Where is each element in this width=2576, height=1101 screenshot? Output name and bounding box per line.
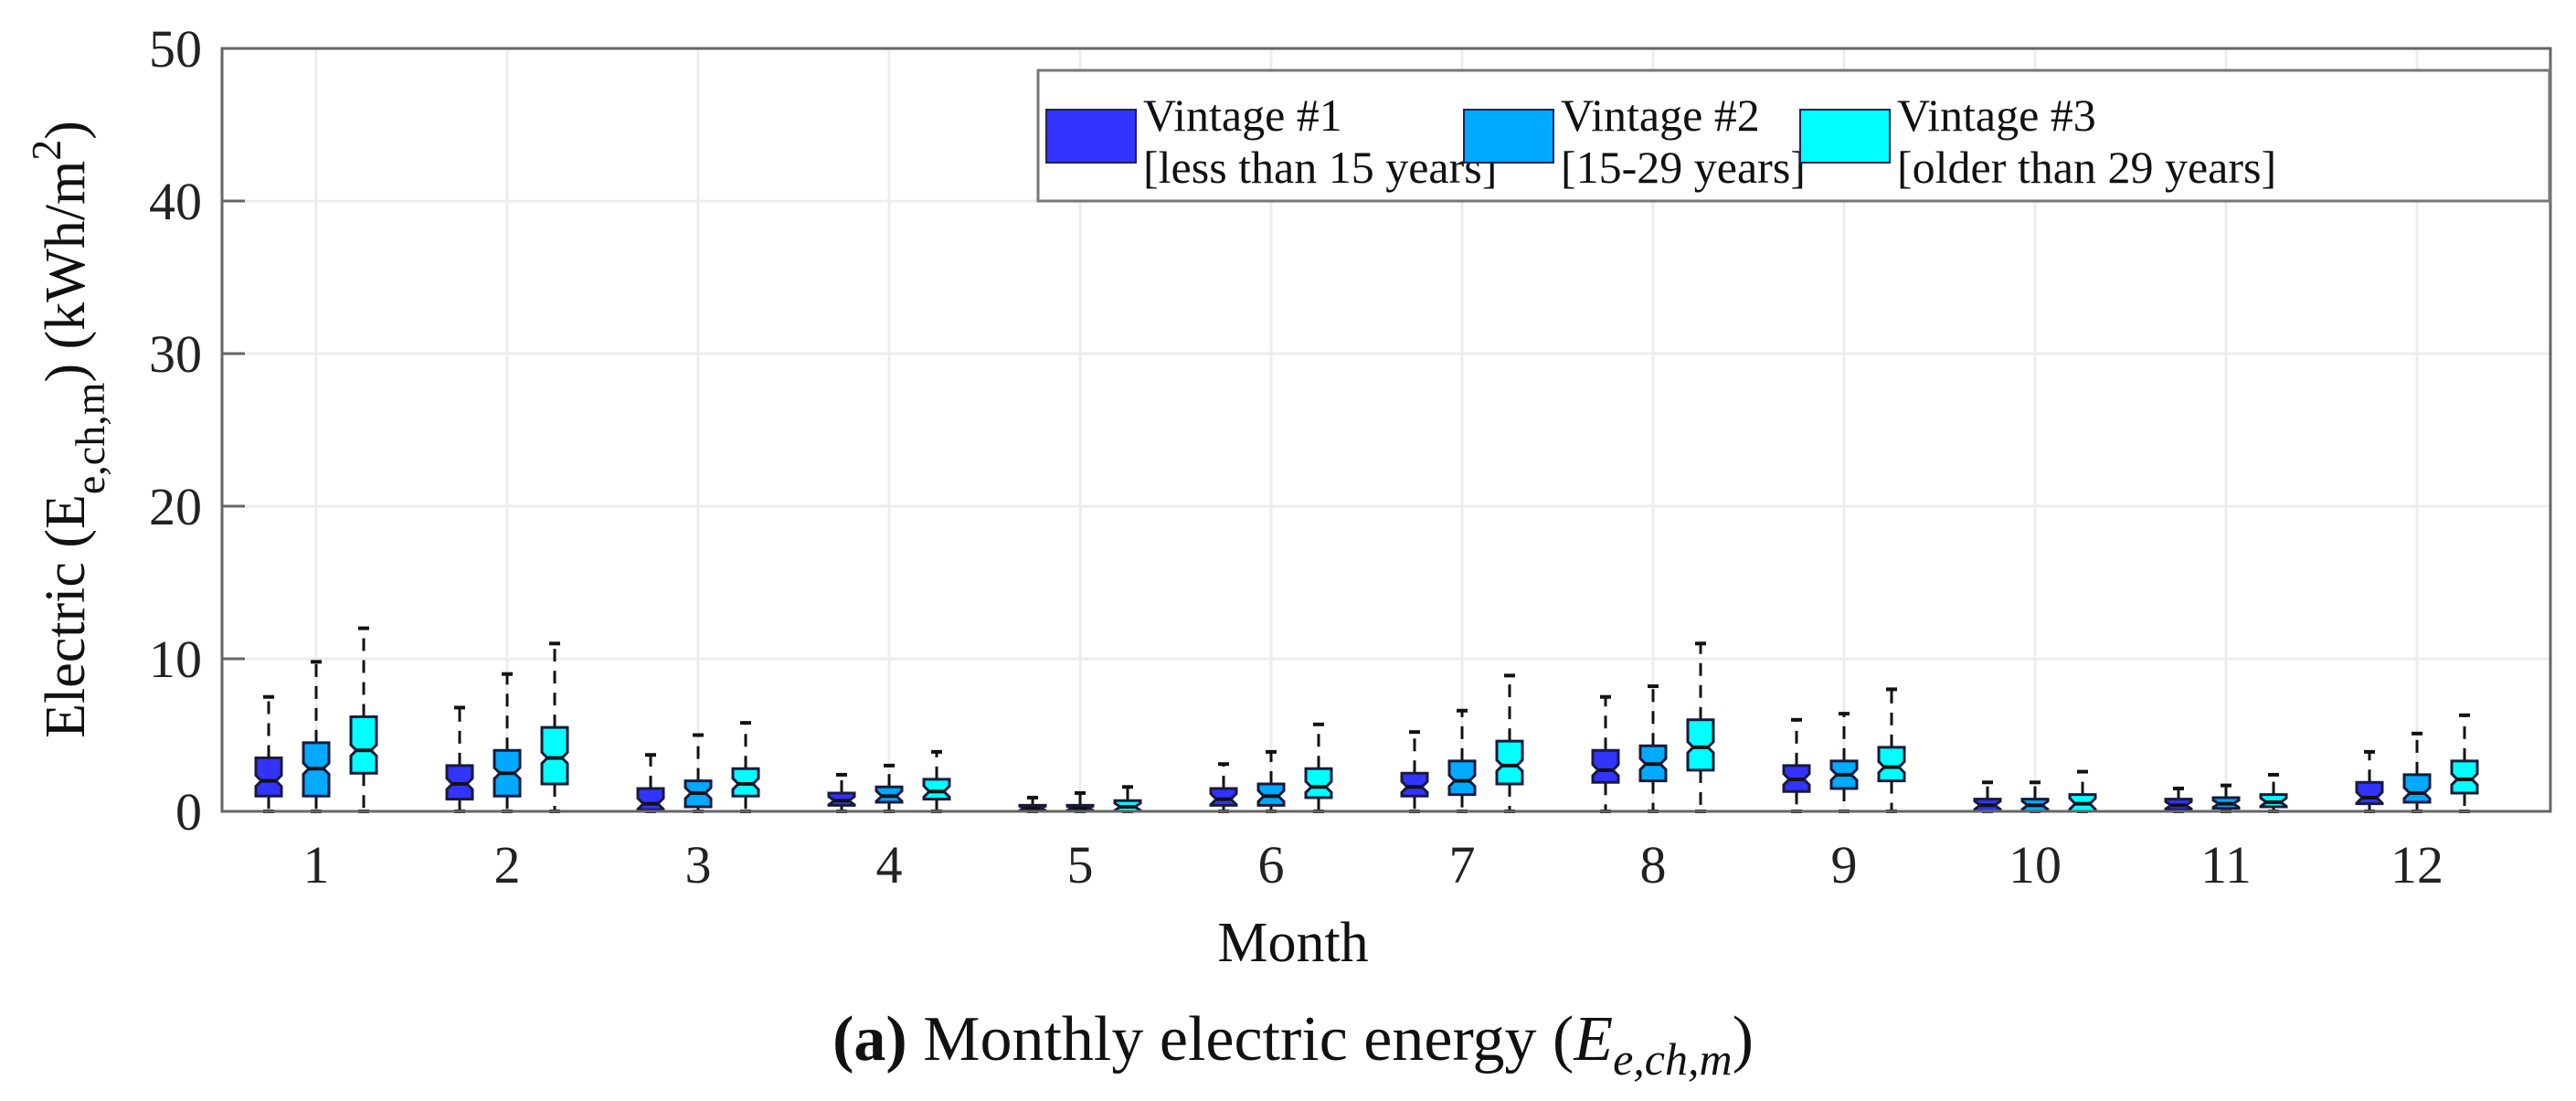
x-tick-label: 10 — [2009, 835, 2062, 895]
box-body — [1877, 746, 1906, 783]
x-tick-label: 9 — [1831, 835, 1858, 895]
y-label-superscript: 2 — [23, 140, 69, 161]
box-body — [2355, 780, 2384, 806]
y-label-middle: ) (kWh/m — [35, 161, 97, 383]
y-label-suffix: ) — [35, 121, 97, 140]
box-body — [254, 757, 283, 798]
y-tick-label: 0 — [175, 782, 202, 842]
y-tick-labels: 0 10 20 30 40 50 — [149, 19, 202, 842]
box-body — [1304, 767, 1333, 799]
legend-swatch-2 — [1463, 109, 1554, 164]
box-body — [1495, 739, 1524, 786]
box-vintage-1-month-2 — [445, 705, 474, 813]
box-vintage-2-month-7 — [1447, 708, 1477, 813]
y-label-prefix: Electric (E — [35, 494, 97, 738]
plot-frame — [220, 47, 2552, 813]
box-body — [1209, 787, 1238, 807]
x-tick-label: 11 — [2200, 835, 2252, 895]
box-vintage-2-month-1 — [302, 660, 331, 813]
legend-sublabel-3: [older than 29 years] — [1897, 142, 2276, 193]
box-body — [2450, 759, 2479, 795]
box-body — [349, 715, 378, 775]
box-body — [1400, 771, 1429, 798]
x-tick-label: 1 — [303, 835, 330, 895]
caption-symbol: E — [1573, 1004, 1613, 1075]
box-body — [1591, 748, 1620, 784]
legend: Vintage #1[less than 15 years] Vintage #2… — [1036, 69, 2551, 203]
legend-label-3: Vintage #3 — [1897, 90, 2096, 141]
legend-label-1: Vintage #1 — [1143, 90, 1342, 141]
x-tick-label: 3 — [685, 835, 712, 895]
box-vintage-1-month-3 — [636, 753, 665, 813]
box-vintage-1-month-9 — [1782, 717, 1811, 813]
figure-caption: (a) Monthly electric energy (Ee,ch,m) — [832, 1004, 1754, 1085]
y-tick-label: 30 — [149, 324, 202, 384]
box-vintage-2-month-12 — [2402, 731, 2432, 813]
y-tick-label: 10 — [149, 630, 202, 689]
legend-sublabel-1: [less than 15 years] — [1143, 142, 1497, 193]
y-tick-label: 50 — [149, 19, 202, 79]
y-label-subscript: e,ch,m — [67, 382, 113, 494]
box-body — [636, 787, 665, 811]
box-vintage-1-month-8 — [1591, 694, 1620, 813]
box-vintage-2-month-2 — [493, 672, 522, 813]
box-vintage-3-month-1 — [349, 626, 378, 813]
x-tick-label: 5 — [1067, 835, 1094, 895]
box-vintage-2-month-4 — [875, 763, 904, 813]
caption-text: Monthly electric energy ( — [907, 1004, 1574, 1075]
x-tick-label: 2 — [494, 835, 521, 895]
legend-swatch-1 — [1045, 109, 1137, 164]
box-body — [922, 778, 951, 801]
x-tick-labels: 1 2 3 4 5 6 7 8 9 10 11 12 — [303, 835, 2444, 895]
x-tick-label: 4 — [876, 835, 903, 895]
grid — [222, 47, 2550, 813]
y-tick-label: 40 — [149, 172, 202, 231]
legend-label-2: Vintage #2 — [1561, 90, 1760, 141]
box-vintage-3-month-2 — [540, 641, 569, 813]
box-vintage-3-month-11 — [2259, 772, 2288, 813]
caption-close: ) — [1733, 1004, 1754, 1075]
legend-swatch-3 — [1799, 109, 1891, 164]
caption-label: (a) — [832, 1004, 907, 1075]
box-vintage-2-month-6 — [1256, 749, 1286, 813]
box-body — [1686, 718, 1715, 772]
legend-box — [1036, 69, 2551, 203]
x-tick-label: 8 — [1640, 835, 1667, 895]
box-vintage-3-month-6 — [1304, 722, 1333, 813]
y-axis-label: Electric (Ee,ch,m) (kWh/m2) — [23, 121, 113, 738]
x-axis-label: Month — [1217, 912, 1368, 974]
x-tick-label: 7 — [1449, 835, 1476, 895]
legend-sublabel-2: [15-29 years] — [1561, 142, 1806, 193]
box-vintage-3-month-4 — [922, 749, 951, 813]
box-body — [2402, 773, 2432, 804]
box-body — [1447, 759, 1477, 797]
x-tick-label: 12 — [2390, 835, 2443, 895]
caption-subscript: e,ch,m — [1613, 1033, 1733, 1085]
box-vintage-2-month-9 — [1829, 712, 1859, 813]
x-tick-label: 6 — [1258, 835, 1285, 895]
box-vintage-3-month-9 — [1877, 687, 1906, 813]
y-tick-label: 20 — [149, 477, 202, 536]
box-body — [540, 725, 569, 786]
box-vintage-3-month-7 — [1495, 673, 1524, 813]
